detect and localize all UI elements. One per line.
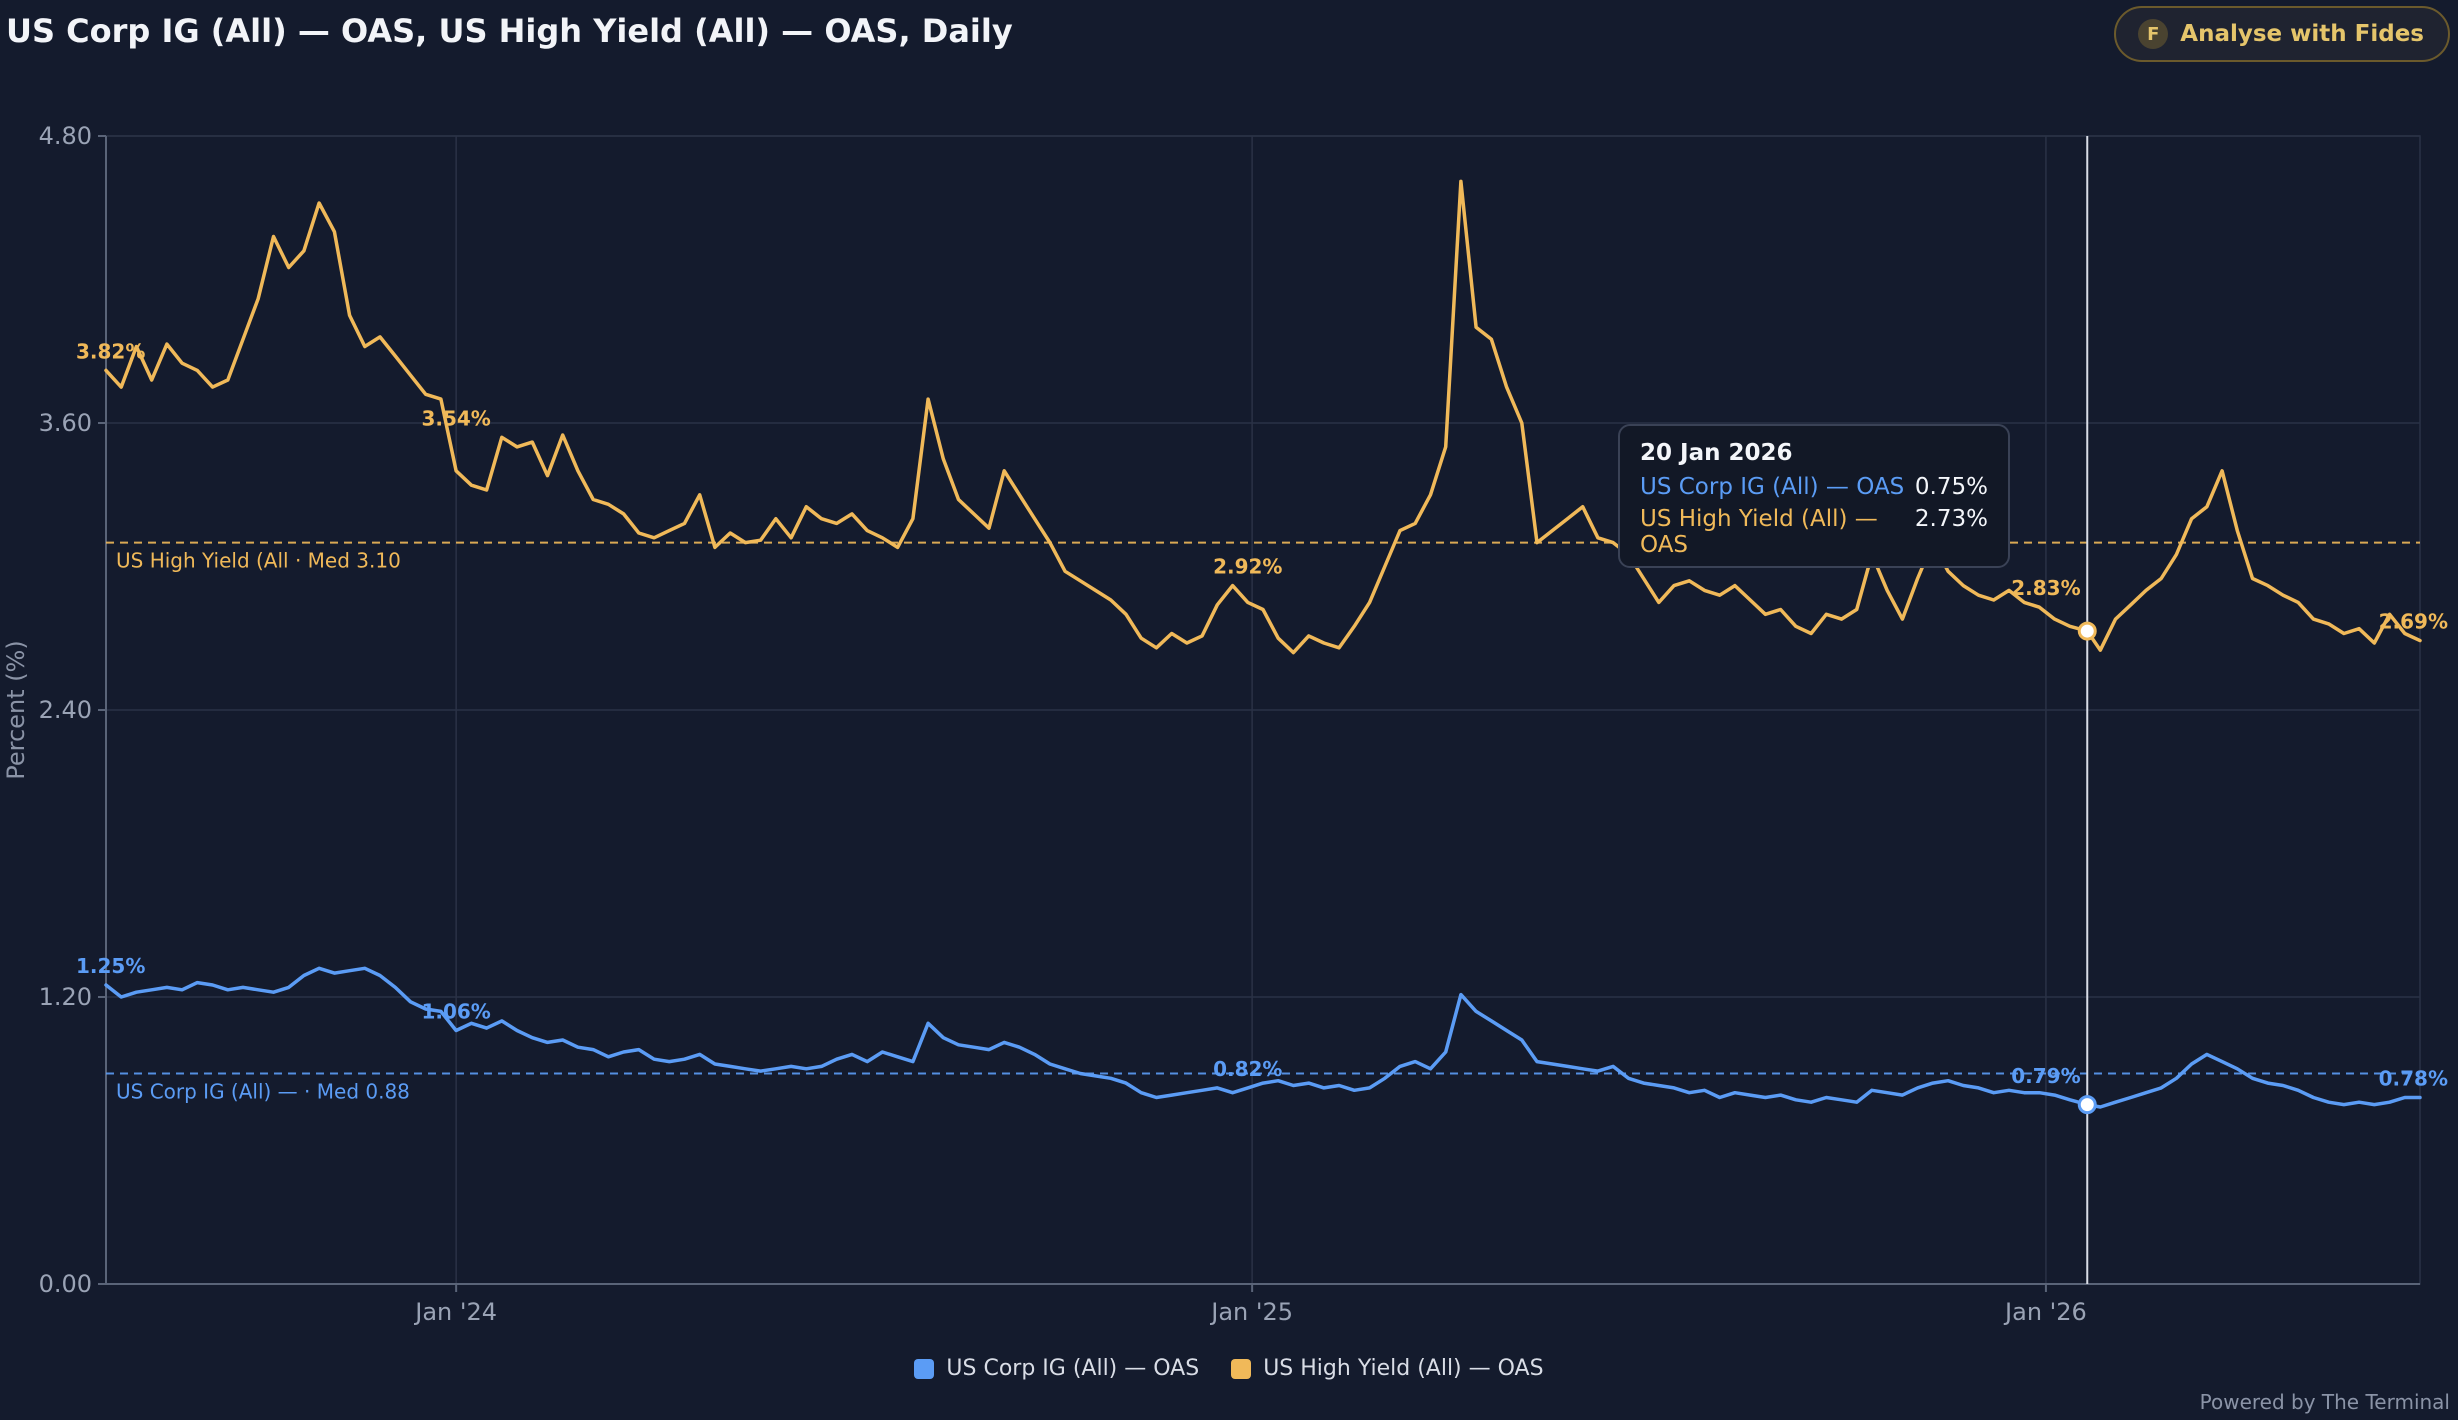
x-tick-label: Jan '26 bbox=[2003, 1298, 2087, 1326]
tooltip-ig-value: 0.75% bbox=[1914, 474, 1988, 500]
y-tick-label: 0.00 bbox=[39, 1270, 92, 1298]
page-title: US Corp IG (All) — OAS, US High Yield (A… bbox=[6, 12, 1013, 50]
data-label-hy: 3.82% bbox=[76, 339, 145, 363]
y-tick-label: 4.80 bbox=[39, 122, 92, 150]
hover-tooltip: 20 Jan 2026 US Corp IG (All) — OAS 0.75%… bbox=[1618, 424, 2010, 568]
x-tick-label: Jan '24 bbox=[413, 1298, 497, 1326]
legend-label-ig: US Corp IG (All) — OAS bbox=[946, 1356, 1200, 1381]
median-label-ig: US Corp IG (All) — · Med 0.88 bbox=[116, 1080, 410, 1104]
chart-legend: US Corp IG (All) — OAS US High Yield (Al… bbox=[0, 1356, 2458, 1381]
analyse-with-fides-button[interactable]: F Analyse with Fides bbox=[2114, 6, 2450, 62]
legend-item-hy[interactable]: US High Yield (All) — OAS bbox=[1231, 1356, 1544, 1381]
y-tick-label: 2.40 bbox=[39, 696, 92, 724]
tooltip-row-ig: US Corp IG (All) — OAS 0.75% bbox=[1640, 474, 1988, 500]
analyse-button-label: Analyse with Fides bbox=[2180, 21, 2424, 47]
data-label-ig: 0.79% bbox=[2011, 1064, 2080, 1088]
tooltip-row-hy: US High Yield (All) — OAS 2.73% bbox=[1640, 506, 1988, 558]
y-axis-label: Percent (%) bbox=[2, 640, 30, 779]
data-label-hy: 3.54% bbox=[421, 406, 490, 430]
y-tick-label: 1.20 bbox=[39, 983, 92, 1011]
legend-label-hy: US High Yield (All) — OAS bbox=[1263, 1356, 1544, 1381]
tooltip-date: 20 Jan 2026 bbox=[1640, 440, 1793, 466]
tooltip-hy-value: 2.73% bbox=[1914, 506, 1988, 532]
fides-logo-icon: F bbox=[2138, 19, 2169, 49]
x-tick-label: Jan '25 bbox=[1209, 1298, 1293, 1326]
data-label-hy: 2.83% bbox=[2011, 576, 2080, 600]
series-line-hy bbox=[104, 179, 2422, 655]
data-label-hy: 2.69% bbox=[2379, 610, 2448, 634]
median-label-hy: US High Yield (All · Med 3.10 bbox=[116, 549, 401, 573]
crosshair-dot-ig bbox=[2077, 1095, 2097, 1115]
crosshair-dot-hy bbox=[2077, 621, 2097, 641]
data-label-ig: 0.82% bbox=[1213, 1057, 1282, 1081]
data-label-ig: 1.06% bbox=[421, 999, 490, 1023]
tooltip-ig-label: US Corp IG (All) — OAS bbox=[1640, 474, 1905, 500]
series-line-ig bbox=[104, 966, 2422, 1109]
powered-by-footer: Powered by The Terminal bbox=[2199, 1390, 2450, 1414]
tooltip-hy-label: US High Yield (All) — OAS bbox=[1640, 506, 1878, 558]
legend-swatch-ig bbox=[914, 1358, 935, 1379]
legend-swatch-hy bbox=[1231, 1358, 1252, 1379]
y-tick-label: 3.60 bbox=[39, 409, 92, 437]
legend-item-ig[interactable]: US Corp IG (All) — OAS bbox=[914, 1356, 1199, 1381]
data-label-hy: 2.92% bbox=[1213, 555, 1282, 579]
data-label-ig: 0.78% bbox=[2379, 1066, 2448, 1090]
data-label-ig: 1.25% bbox=[76, 954, 145, 978]
